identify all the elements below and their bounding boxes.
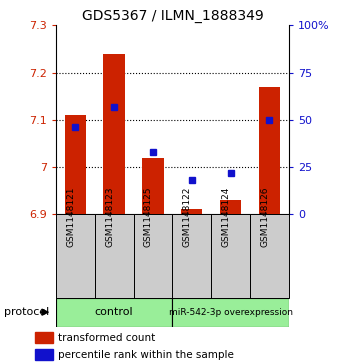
Text: GSM1148121: GSM1148121 — [66, 187, 75, 247]
Bar — [173, 214, 211, 298]
Bar — [173, 298, 289, 327]
Bar — [211, 214, 250, 298]
Bar — [259, 87, 280, 214]
Text: GSM1148124: GSM1148124 — [222, 187, 231, 247]
Bar — [250, 214, 289, 298]
Bar — [35, 332, 53, 343]
Text: GSM1148122: GSM1148122 — [183, 187, 192, 247]
Bar — [104, 54, 125, 214]
Title: GDS5367 / ILMN_1888349: GDS5367 / ILMN_1888349 — [82, 9, 263, 23]
Bar — [65, 115, 86, 214]
Text: protocol: protocol — [4, 307, 49, 317]
Bar — [35, 349, 53, 360]
Text: control: control — [95, 307, 134, 317]
Bar — [181, 209, 203, 214]
Bar — [95, 214, 134, 298]
Text: miR-542-3p overexpression: miR-542-3p overexpression — [169, 308, 292, 317]
Bar — [142, 158, 164, 214]
Bar — [56, 298, 173, 327]
Text: GSM1148123: GSM1148123 — [105, 187, 114, 247]
Text: transformed count: transformed count — [58, 333, 155, 343]
Bar — [56, 214, 95, 298]
Text: GSM1148126: GSM1148126 — [260, 187, 269, 247]
Bar — [220, 200, 241, 214]
Text: percentile rank within the sample: percentile rank within the sample — [58, 350, 234, 360]
Bar — [134, 214, 173, 298]
Text: GSM1148125: GSM1148125 — [144, 187, 153, 247]
